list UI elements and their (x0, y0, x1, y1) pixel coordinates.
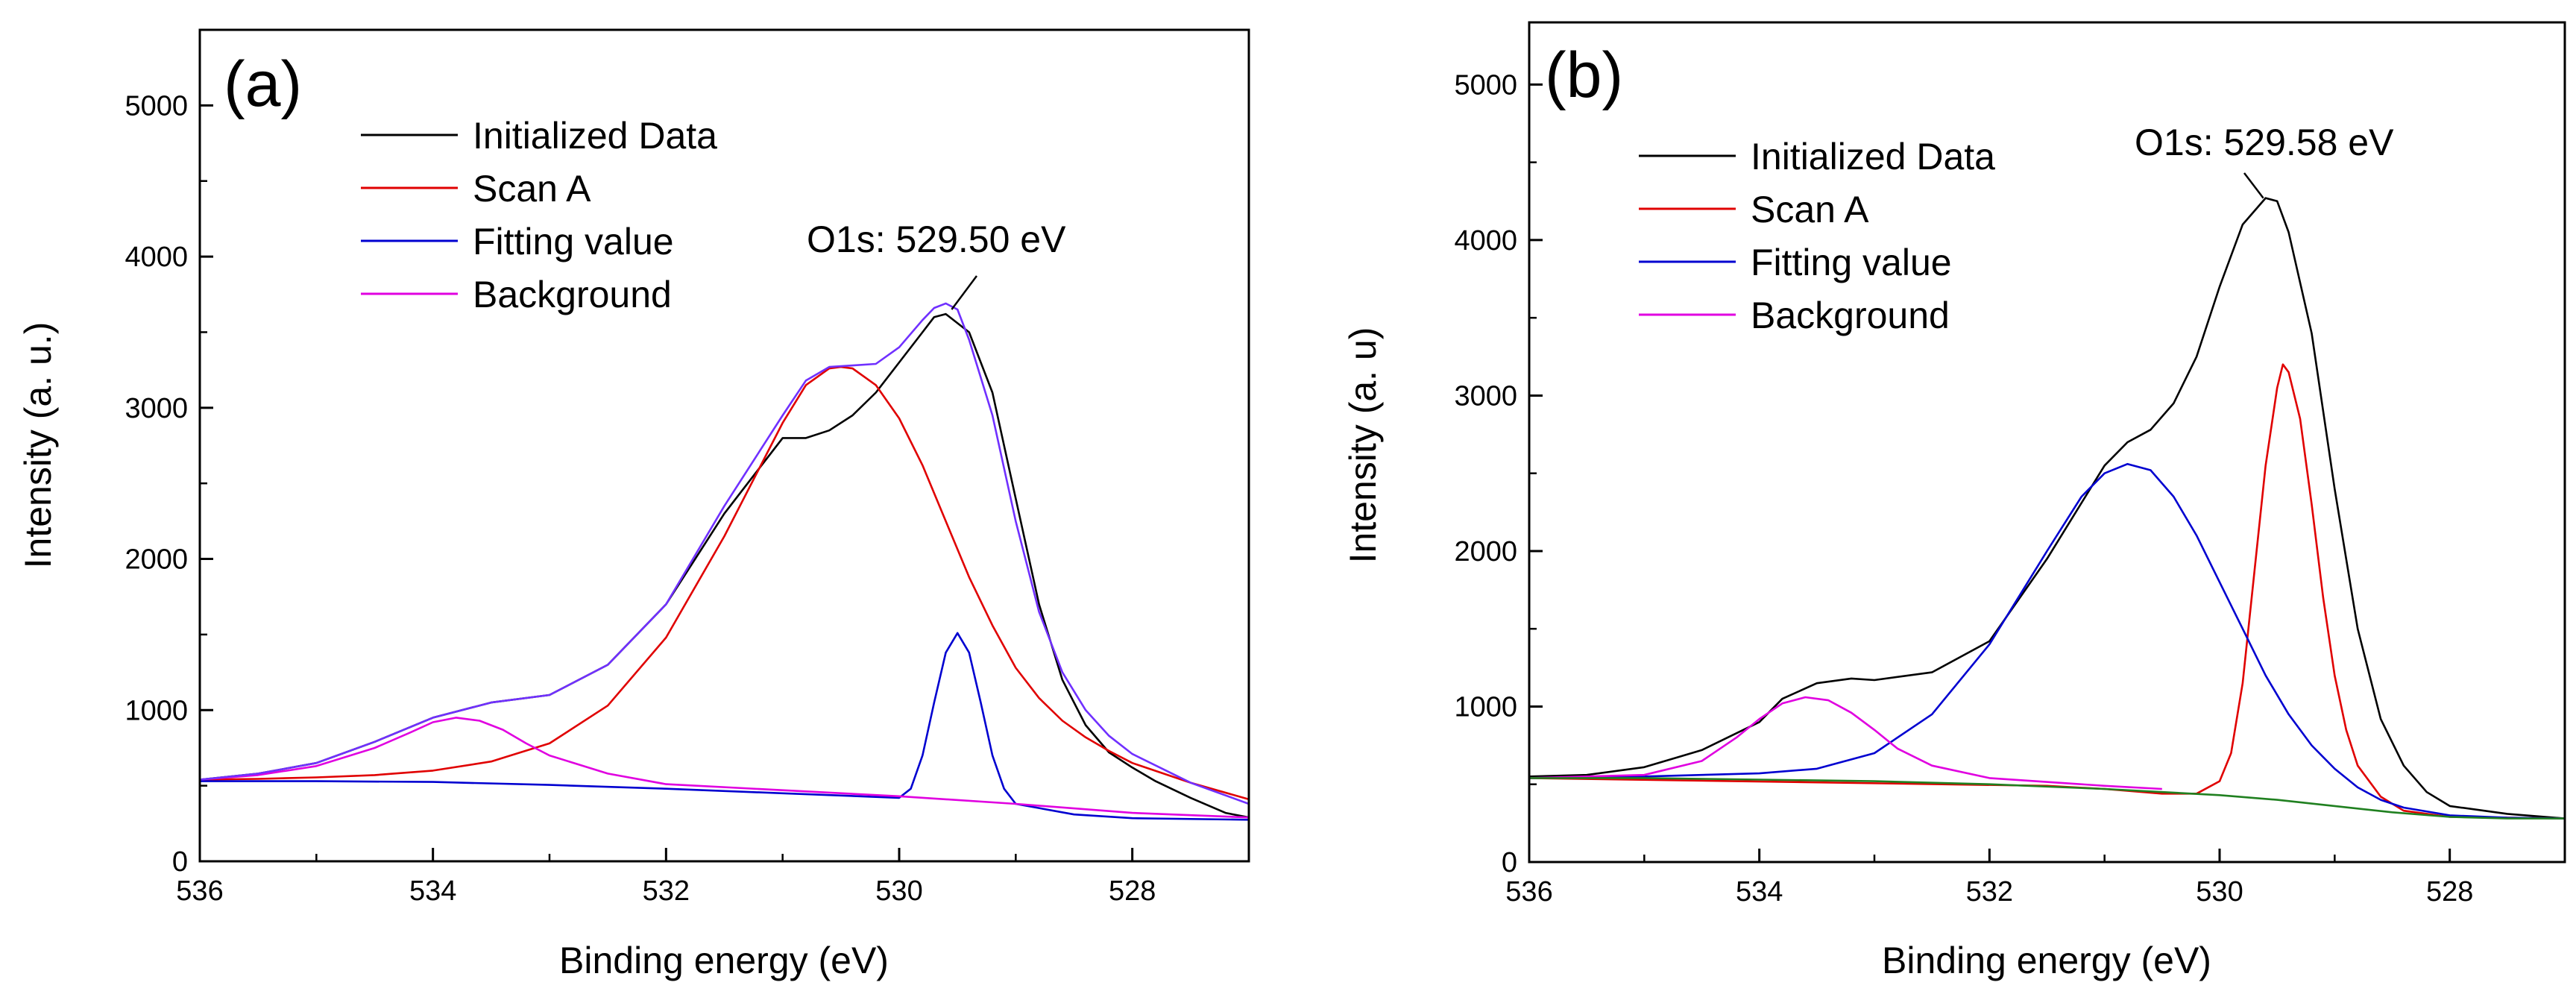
panel-b-x-tick-label: 534 (1736, 876, 1783, 908)
panel-b-legend-label-background: Background (1751, 295, 1950, 336)
panel-b-x-axis-title: Binding energy (eV) (1882, 940, 2211, 981)
panel-b-legend-label-scan-a: Scan A (1751, 189, 1869, 230)
panel-a: 536 534 532 530 528 0 1000 2000 3000 4000 5000 (a)… (17, 28, 1250, 981)
panel-a-peak-leader (951, 275, 978, 310)
panel-a-y-tick-label: 1000 (125, 695, 188, 726)
panel-a-x-tick-label: 534 (409, 875, 456, 907)
panel-a-y-tick-label: 2000 (125, 544, 188, 576)
panel-a-plot-frame (198, 28, 1250, 863)
panel-a-y-axis-title: Intensity (a. u.) (17, 322, 59, 569)
panel-b-y-tick-label: 0 (1502, 847, 1517, 878)
panel-b: 536 534 532 530 528 0 1000 2000 3000 4000 5000 (b)… (1342, 21, 2566, 981)
panel-b-y-tick-label: 3000 (1454, 380, 1517, 412)
panel-b-legend-label-initialized: Initialized Data (1751, 136, 1995, 177)
panel-a-series-initialized-data (199, 312, 1250, 819)
panel-a-legend-label-scan-a: Scan A (473, 168, 591, 210)
panel-b-letter: (b) (1545, 40, 1623, 111)
panel-a-legend: Initialized Data Scan A Fitting value Ba… (361, 115, 717, 315)
panel-b-legend: Initialized Data Scan A Fitting value Ba… (1639, 136, 1995, 336)
panel-b-series-initialized-data (1528, 197, 2566, 820)
panel-b-y-tick-label: 1000 (1454, 691, 1517, 723)
panel-b-series-fitting-value (1528, 462, 2566, 820)
panel-a-legend-label-initialized: Initialized Data (473, 115, 717, 157)
panel-b-plot-frame (1528, 21, 2566, 864)
panel-a-peak-annotation: O1s: 529.50 eV (807, 218, 1066, 260)
panel-a-x-tick-label: 530 (875, 875, 922, 907)
panel-b-x-tick-label: 530 (2196, 876, 2243, 908)
panel-a-y-tick-label: 3000 (125, 393, 188, 424)
panel-a-x-tick-label: 532 (643, 875, 690, 907)
panel-b-ticks: 536 534 532 530 528 0 1000 2000 3000 4000 5000 (1454, 69, 2566, 908)
panel-a-x-tick-label: 528 (1109, 875, 1156, 907)
panel-a-series (199, 302, 1250, 821)
panel-b-peak-leader (2243, 172, 2264, 199)
panel-a-x-axis-title: Binding energy (eV) (559, 940, 889, 981)
panel-b-y-axis-title: Intensity (a. u) (1342, 327, 1384, 564)
panel-b-peak-annotation: O1s: 529.58 eV (2135, 122, 2394, 163)
panel-a-y-tick-label: 4000 (125, 242, 188, 273)
panel-a-legend-label-background: Background (473, 274, 672, 315)
panel-b-series-scan-a (1528, 363, 2566, 820)
panel-a-series-scan-a (199, 365, 1250, 801)
panel-b-x-tick-label: 536 (1505, 876, 1552, 908)
panel-b-y-tick-label: 4000 (1454, 225, 1517, 257)
panel-a-ticks: 536 534 532 530 528 0 1000 2000 3000 4000 5000 (125, 28, 1250, 907)
panel-a-legend-label-fitting: Fitting value (473, 221, 674, 262)
panel-b-series-baseline (1529, 777, 2565, 820)
panel-b-legend-label-fitting: Fitting value (1751, 242, 1952, 283)
panel-b-x-tick-label: 528 (2426, 876, 2473, 908)
panel-a-letter: (a) (224, 48, 302, 120)
panel-a-series-fitting-value (200, 632, 1250, 821)
panel-a-x-tick-label: 536 (176, 875, 223, 907)
panel-b-series-background (1528, 696, 2162, 790)
panel-a-y-tick-label: 5000 (125, 90, 188, 122)
panel-b-series (1528, 197, 2566, 820)
panel-b-y-tick-label: 2000 (1454, 536, 1517, 567)
panel-b-y-tick-label: 5000 (1454, 69, 1517, 101)
panel-a-y-tick-label: 0 (172, 846, 188, 878)
panel-b-x-tick-label: 532 (1966, 876, 2013, 908)
panel-a-series-envelope (199, 302, 1250, 805)
panel-a-series-background (199, 717, 1250, 819)
